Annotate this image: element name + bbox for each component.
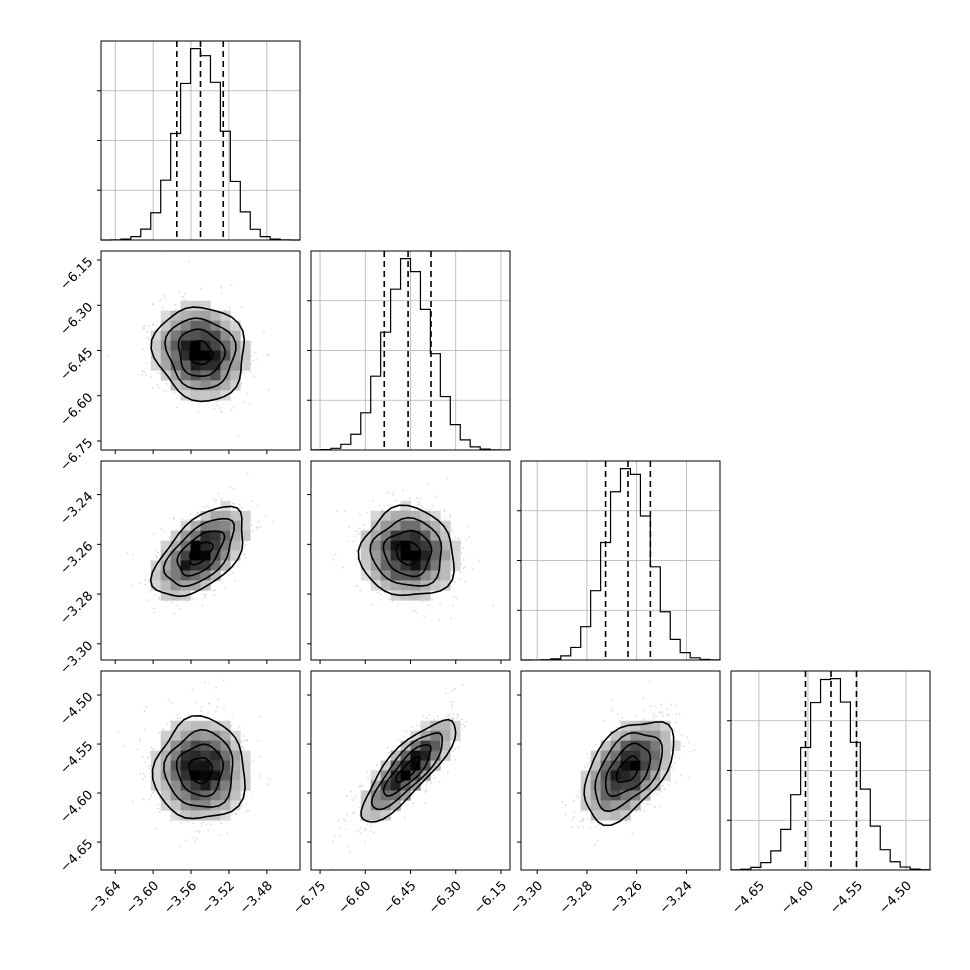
histogram-panel-2 — [517, 460, 721, 661]
histogram-bars-3 — [730, 678, 931, 871]
contour-1-0-3 — [150, 306, 246, 403]
histogram-frame-3 — [730, 670, 931, 871]
y-tick-label-2-1: −3.28 — [58, 589, 97, 628]
y-tick-label-1-0: −6.75 — [58, 436, 97, 475]
histogram-grid-3 — [731, 671, 930, 870]
x-tick-label-0-4: −3.48 — [237, 878, 276, 917]
histogram-grid-2 — [521, 461, 720, 660]
y-tick-label-1-2: −6.45 — [58, 345, 97, 384]
y-tick-label-3-0: −4.65 — [58, 837, 97, 876]
contour-3-1-1 — [382, 744, 432, 797]
histogram-bars-2 — [520, 468, 721, 661]
contour-3-1-3 — [360, 718, 457, 823]
histogram-frame-2 — [520, 460, 721, 661]
contour-1-0-0 — [188, 339, 214, 366]
x-tick-label-1-0: −6.75 — [290, 878, 329, 917]
y-tick-label-2-3: −3.24 — [58, 489, 97, 528]
contour-3-1-0 — [395, 756, 421, 784]
histogram-panel-3 — [727, 670, 931, 871]
y-tick-label-3-2: −4.55 — [58, 739, 97, 778]
histogram-grid-0 — [101, 41, 300, 240]
density-panel-2-0 — [97, 460, 301, 664]
y-tick-label-1-1: −6.60 — [58, 390, 97, 429]
histogram-bars-1 — [310, 258, 511, 451]
x-tick-label-1-1: −6.60 — [336, 878, 375, 917]
contour-3-0-1 — [175, 743, 225, 798]
contour-2-0-2 — [162, 517, 236, 588]
density-panel-3-1 — [307, 670, 511, 874]
contour-2-0-3 — [149, 505, 244, 598]
histogram-panel-0 — [97, 40, 301, 241]
density-grid-3-2 — [580, 720, 681, 821]
x-tick-label-0-1: −3.60 — [123, 878, 162, 917]
y-tick-label-3-3: −4.50 — [58, 690, 97, 729]
contour-3-2-0 — [615, 755, 640, 783]
contour-2-1-0 — [395, 541, 422, 566]
contour-3-2-1 — [604, 742, 652, 798]
contour-3-2-2 — [594, 731, 664, 813]
density-frame-3-2 — [520, 670, 721, 871]
density-panel-3-2 — [517, 670, 721, 874]
y-tick-label-1-3: −6.30 — [58, 300, 97, 339]
histogram-grid-1 — [311, 251, 510, 450]
contour-2-1-2 — [369, 516, 443, 587]
contour-3-1-2 — [370, 732, 444, 811]
x-tick-label-3-2: −4.55 — [827, 878, 866, 917]
x-tick-label-3-0: −4.65 — [729, 878, 768, 917]
density-frame-3-0 — [100, 670, 301, 871]
x-tick-label-2-2: −3.26 — [607, 878, 646, 917]
x-tick-label-2-1: −3.28 — [557, 878, 596, 917]
y-tick-label-1-4: −6.15 — [58, 255, 97, 294]
contour-3-0-2 — [163, 728, 234, 808]
contour-3-0-3 — [151, 714, 246, 820]
density-grid-2-0 — [150, 500, 251, 601]
y-tick-label-3-1: −4.60 — [58, 788, 97, 827]
x-tick-label-2-0: −3.30 — [507, 878, 546, 917]
contour-2-0-1 — [176, 530, 226, 577]
x-tick-label-3-1: −4.60 — [778, 878, 817, 917]
contour-3-2-3 — [583, 721, 675, 827]
histogram-panel-1 — [307, 250, 511, 451]
contour-2-1-3 — [357, 504, 456, 597]
density-panel-3-0 — [97, 670, 301, 874]
contour-1-0-2 — [164, 317, 237, 390]
histogram-frame-1 — [310, 250, 511, 451]
density-frame-2-0 — [100, 460, 301, 661]
contour-2-1-1 — [382, 529, 433, 578]
density-panel-2-1 — [307, 460, 511, 664]
x-tick-label-0-2: −3.56 — [161, 878, 200, 917]
contour-1-0-1 — [177, 328, 226, 378]
y-tick-label-2-0: −3.30 — [58, 639, 97, 678]
x-tick-label-1-2: −6.45 — [381, 878, 420, 917]
x-tick-label-3-3: −4.50 — [876, 878, 915, 917]
histogram-frame-0 — [100, 40, 301, 241]
y-tick-label-2-2: −3.26 — [58, 539, 97, 578]
density-grid-3-1 — [360, 720, 461, 821]
density-panel-1-0 — [97, 250, 301, 454]
x-tick-label-0-0: −3.64 — [85, 878, 124, 917]
x-tick-label-1-3: −6.30 — [426, 878, 465, 917]
x-tick-label-2-3: −3.24 — [657, 878, 696, 917]
x-tick-label-0-3: −3.52 — [199, 878, 238, 917]
x-tick-label-1-4: −6.15 — [471, 878, 510, 917]
contour-3-0-0 — [188, 756, 214, 785]
contour-2-0-0 — [188, 541, 214, 566]
